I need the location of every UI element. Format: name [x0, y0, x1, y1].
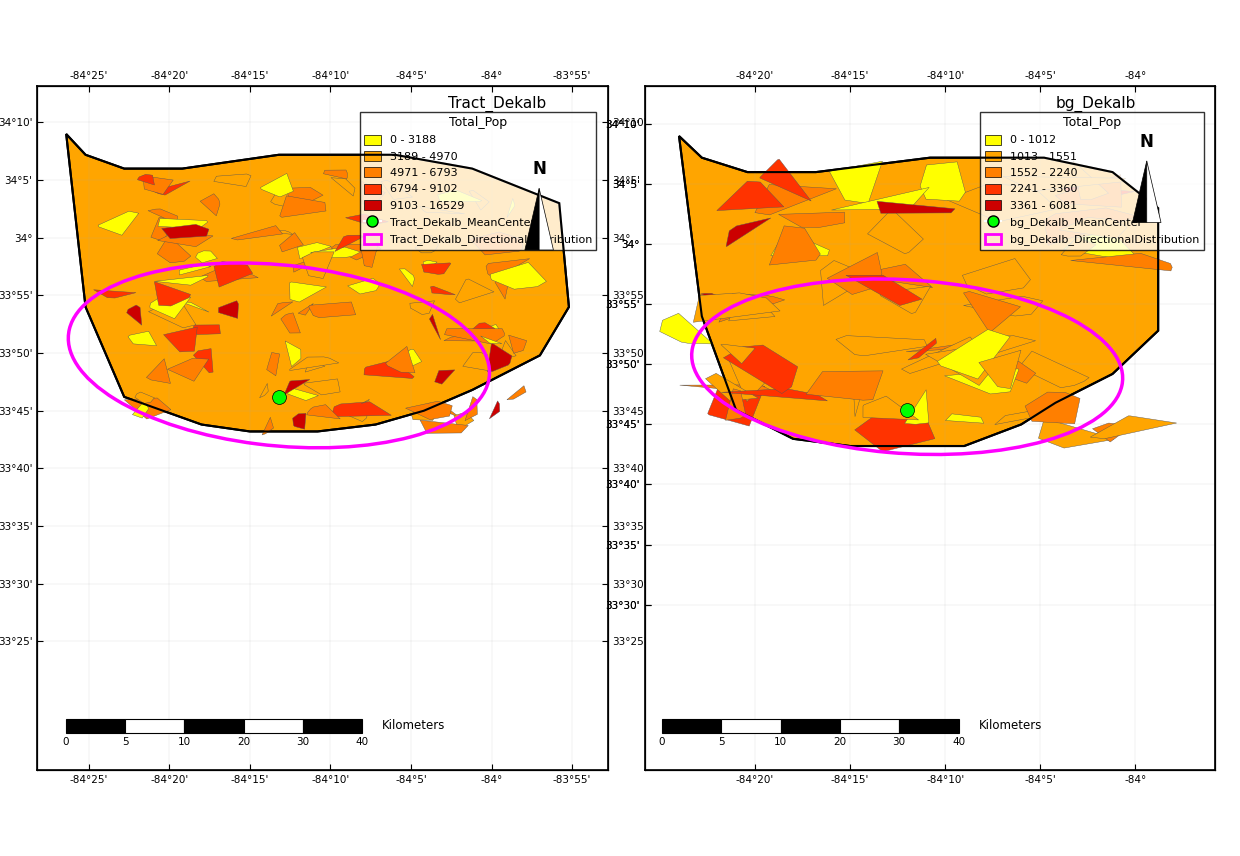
Text: 20: 20: [237, 737, 250, 746]
Text: 40: 40: [356, 737, 368, 746]
Bar: [244, 719, 303, 733]
Text: 30: 30: [893, 737, 905, 746]
Text: Kilometers: Kilometers: [978, 719, 1042, 733]
Text: N: N: [1140, 133, 1153, 151]
Text: 30: 30: [296, 737, 310, 746]
Polygon shape: [1147, 161, 1161, 223]
Text: N: N: [532, 160, 546, 178]
Polygon shape: [525, 188, 539, 250]
Polygon shape: [539, 188, 553, 250]
Polygon shape: [1132, 161, 1147, 223]
Legend: 0 - 1012, 1013 - 1551, 1552 - 2240, 2241 - 3360, 3361 - 6081, bg_Dekalb_MeanCent: 0 - 1012, 1013 - 1551, 1552 - 2240, 2241…: [980, 111, 1204, 250]
Bar: [66, 719, 125, 733]
Text: 0: 0: [658, 737, 665, 746]
Bar: [899, 719, 959, 733]
Bar: [185, 719, 244, 733]
Bar: [722, 719, 780, 733]
Text: 10: 10: [774, 737, 787, 746]
Text: 0: 0: [62, 737, 69, 746]
Legend: 0 - 3188, 3189 - 4970, 4971 - 6793, 6794 - 9102, 9103 - 16529, Tract_Dekalb_Mean: 0 - 3188, 3189 - 4970, 4971 - 6793, 6794…: [360, 111, 596, 250]
Bar: [839, 719, 899, 733]
Text: 10: 10: [177, 737, 191, 746]
Text: 5: 5: [122, 737, 129, 746]
Text: 20: 20: [833, 737, 847, 746]
Bar: [125, 719, 185, 733]
Bar: [303, 719, 362, 733]
Text: 5: 5: [718, 737, 724, 746]
Bar: [780, 719, 839, 733]
Polygon shape: [680, 136, 1158, 446]
Bar: [662, 719, 722, 733]
Polygon shape: [66, 134, 569, 431]
Text: 40: 40: [952, 737, 965, 746]
Text: bg_Dekalb: bg_Dekalb: [1055, 96, 1136, 112]
Text: Kilometers: Kilometers: [382, 719, 445, 733]
Text: Tract_Dekalb: Tract_Dekalb: [448, 96, 546, 112]
